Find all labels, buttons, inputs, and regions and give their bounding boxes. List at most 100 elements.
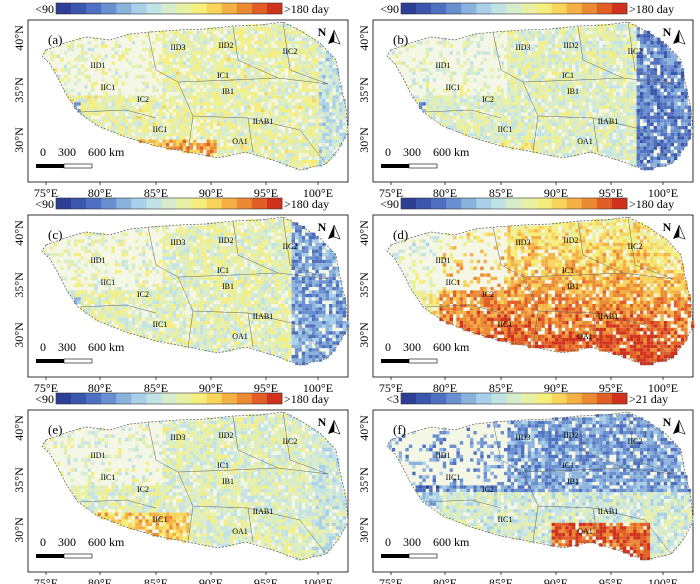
legend-swatch [161, 3, 177, 14]
legend-swatch [101, 393, 117, 404]
scale-zero: 0 [385, 535, 391, 549]
scale-end: 600 km [88, 535, 125, 549]
legend-swatch [71, 393, 87, 404]
legend-swatch [221, 198, 238, 209]
region-label: IC1 [217, 461, 229, 470]
scale-end: 600 km [433, 340, 470, 354]
legend-swatch [206, 393, 223, 404]
lat-label: 30°N [357, 517, 371, 543]
legend-swatch [146, 3, 162, 14]
legend-swatch [506, 393, 522, 404]
region-boundary [192, 310, 327, 360]
legend-swatch [566, 198, 583, 209]
legend-swatch [491, 198, 507, 209]
legend-swatch [266, 393, 283, 404]
region-label: IID3 [170, 433, 185, 442]
region-label: IID3 [170, 238, 185, 247]
region-boundary [627, 216, 674, 280]
map-area: IID3 IID2 IIC2 IID1 IC1 IIC1 IB1 IC2 IIAB1 OA1 IIC… [27, 214, 350, 378]
region-boundary [177, 467, 279, 473]
region-label: IID1 [435, 256, 450, 265]
lon-label: 75°E [34, 576, 58, 584]
region-label: IC1 [217, 71, 229, 80]
region-label: IB1 [222, 282, 234, 291]
region-boundary [79, 304, 157, 314]
region-label: OA1 [232, 332, 248, 341]
region-boundary [247, 312, 254, 348]
legend-swatch [131, 198, 147, 209]
lat-label: 35°N [12, 467, 26, 493]
region-label: IID2 [563, 431, 578, 440]
legend-max-label: >180 day [629, 197, 674, 211]
legend-swatch [266, 3, 283, 14]
legend-swatch [551, 393, 568, 404]
legend-swatch [251, 3, 268, 14]
lat-label: 40°N [357, 220, 371, 246]
legend-swatch [146, 198, 162, 209]
region-label: IIC2 [283, 47, 298, 56]
region-label: IIC2 [628, 437, 643, 446]
scale-end: 600 km [88, 145, 125, 159]
region-label: IID2 [563, 236, 578, 245]
legend-swatch [491, 393, 507, 404]
plateau-boundary [41, 216, 349, 366]
region-label: IB1 [567, 477, 579, 486]
panel-letter: (e) [48, 422, 62, 437]
region-boundary [247, 507, 254, 543]
lon-label: 90°E [199, 381, 223, 395]
lat-label: 30°N [357, 127, 371, 153]
lon-label: 100°E [648, 381, 678, 395]
legend-swatch [461, 393, 477, 404]
legend-swatch [56, 198, 72, 209]
scale-zero: 0 [40, 145, 46, 159]
legend-swatch [86, 3, 102, 14]
scale-zero: 0 [40, 340, 46, 354]
panel-letter: (a) [48, 32, 62, 47]
legend-swatch [476, 198, 492, 209]
legend-swatch [236, 3, 253, 14]
region-label: IB1 [222, 87, 234, 96]
north-label: N [663, 25, 672, 39]
lat-label: 30°N [357, 322, 371, 348]
region-boundary [79, 109, 157, 119]
north-arrow-icon: N [318, 220, 341, 240]
legend-swatch [551, 198, 568, 209]
panel-letter: (f) [393, 422, 406, 437]
legend-swatch [191, 393, 207, 404]
map-area: IID3 IID2 IIC2 IID1 IC1 IIC1 IB1 IC2 IIAB1 OA1 IIC… [27, 19, 350, 183]
legend-swatch [86, 393, 102, 404]
region-label: OA1 [232, 527, 248, 536]
region-label: IC2 [137, 485, 149, 494]
color-legend: <90 >180 day [35, 392, 329, 406]
legend-swatch [446, 393, 462, 404]
north-arrow-icon: N [663, 415, 686, 435]
map-panel-e: <90 >180 day IID3 IID2 IIC2 IID1 IC1 IIC1 IB1 IC2… [12, 392, 349, 584]
value-raster [391, 219, 695, 366]
lat-label: 35°N [357, 77, 371, 103]
region-label: IIC1 [498, 125, 513, 134]
lon-label: 100°E [303, 381, 333, 395]
region-label: IIAB1 [598, 507, 618, 516]
scale-bar: 0 300 600 km [36, 340, 125, 364]
panel-letter: (c) [48, 227, 62, 242]
legend-swatch [536, 393, 552, 404]
legend-swatch [56, 393, 72, 404]
plateau-boundary [386, 216, 694, 366]
lat-label: 35°N [12, 77, 26, 103]
legend-swatch [206, 3, 223, 14]
value-raster [388, 414, 695, 561]
region-label: IID1 [435, 451, 450, 460]
scale-mid: 300 [403, 145, 421, 159]
legend-swatch [86, 198, 102, 209]
scale-zero: 0 [385, 145, 391, 159]
legend-swatch [236, 393, 253, 404]
region-label: IIC1 [153, 125, 168, 134]
map-area: IID3 IID2 IIC2 IID1 IC1 IIC1 IB1 IC2 IIAB1 OA1 IIC… [372, 19, 695, 183]
lat-label: 35°N [357, 467, 371, 493]
region-label: IB1 [222, 477, 234, 486]
region-label: IIAB1 [253, 312, 273, 321]
map-panel-a: <90 >180 day IID3 IID2 IIC2 IID1 IC1 IIC1 IB1 IC2… [12, 2, 350, 200]
lon-label: 85°E [144, 186, 168, 200]
legend-swatch [206, 198, 223, 209]
